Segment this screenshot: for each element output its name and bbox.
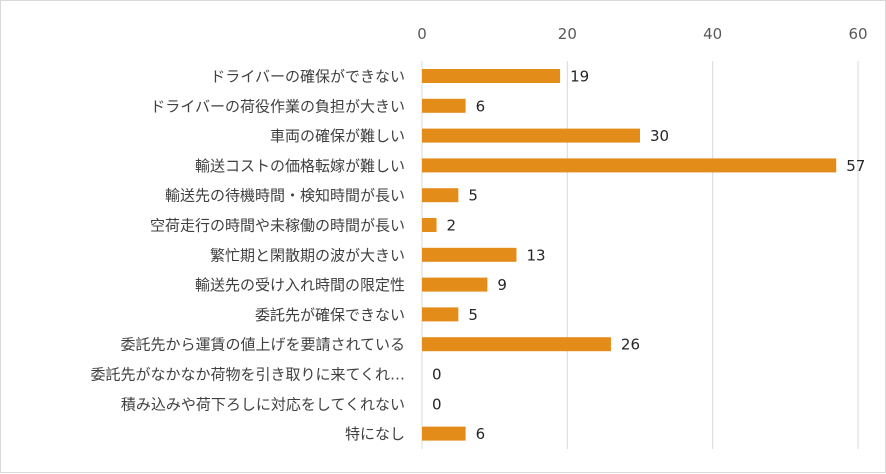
category-label: 輸送コストの価格転嫁が難しい [195,157,405,175]
bar [422,247,517,262]
bar [422,128,640,143]
category-label: 輸送先の受け入れ時間の限定性 [195,276,405,294]
data-label: 26 [621,336,640,354]
bar [422,98,466,113]
category-label: ドライバーの荷役作業の負担が大きい [150,97,405,115]
bars [422,69,837,441]
bar [422,69,561,83]
category-label: 輸送先の待機時間・検知時間が長い [165,187,405,205]
bar [422,188,459,203]
data-label: 2 [447,217,457,235]
data-label: 30 [650,127,669,145]
data-label: 0 [432,395,442,413]
category-label: 委託先から運賃の値上げを要請されている [120,336,405,354]
category-label: 空荷走行の時間や未稼働の時間が長い [150,217,405,235]
x-tick-label: 40 [703,25,722,43]
x-tick-label: 0 [417,25,427,43]
category-label: 積み込みや荷下ろしに対応をしてくれない [121,395,405,413]
x-axis-ticks: 0 20 40 60 [417,25,867,43]
data-label: 6 [476,425,486,443]
category-label: ドライバーの確保ができない [210,68,405,86]
data-label: 5 [468,306,478,324]
bar [422,218,437,232]
data-label: 13 [526,246,545,264]
bar [422,337,611,352]
bar [422,307,459,322]
category-label: 委託先が確保できない [255,306,405,324]
data-label: 6 [476,97,486,115]
category-labels: ドライバーの確保ができないドライバーの荷役作業の負担が大きい車両の確保が難しい輸… [90,68,405,444]
data-label: 0 [432,366,442,384]
category-label: 繁忙期と閑散期の波が大きい [210,246,405,264]
x-tick-label: 60 [848,25,867,43]
x-tick-label: 20 [558,25,577,43]
data-label: 9 [497,276,507,294]
category-label: 車両の確保が難しい [270,127,405,145]
category-label: 特になし [345,425,405,443]
data-label: 5 [468,187,478,205]
data-label: 57 [846,157,865,175]
data-label: 19 [570,68,589,86]
bar [422,158,837,173]
bar [422,426,466,441]
bar [422,277,488,292]
category-label: 委託先がなかなか荷物を引き取りに来てくれ… [90,366,405,384]
